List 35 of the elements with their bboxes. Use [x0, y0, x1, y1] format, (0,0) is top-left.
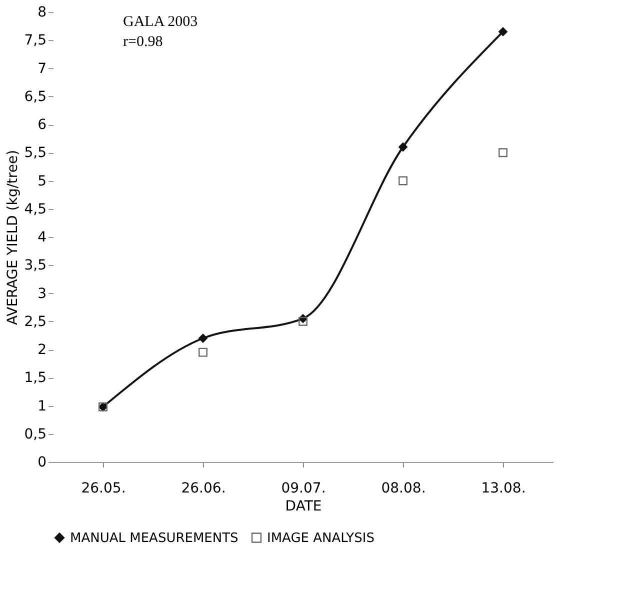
y-tick-label: 5,5: [24, 145, 46, 162]
x-tick-label: 13.08.: [481, 480, 526, 496]
y-tick-label: 5: [38, 173, 46, 190]
y-tick-label: 3,5: [24, 258, 46, 274]
y-tick-label: 0,5: [24, 426, 46, 442]
point: [198, 334, 208, 343]
y-tick-label: 0: [38, 454, 46, 470]
y-tick-label: 3: [38, 286, 46, 302]
y-tick-label: 7: [38, 60, 46, 77]
y-tick-label: 2,5: [24, 314, 46, 330]
legend-label: IMAGE ANALYSIS: [267, 530, 374, 546]
point: [498, 148, 508, 158]
x-tick-label: 26.05.: [81, 480, 126, 496]
point: [298, 316, 308, 326]
y-tick-label: 1,5: [24, 370, 46, 386]
y-tick-label: 8: [38, 4, 46, 20]
legend-label: MANUAL MEASUREMENTS: [70, 530, 238, 546]
x-tick-label: 26.06.: [181, 480, 226, 496]
y-tick-label: 4: [38, 230, 47, 246]
annotation: r=0.98: [123, 34, 163, 50]
y-tick-label: 4,5: [24, 201, 46, 218]
x-axis-title: DATE: [285, 498, 322, 514]
point: [398, 176, 408, 186]
point: [398, 142, 408, 152]
y-tick-label: 7,5: [24, 32, 46, 49]
y-tick-label: 6,5: [24, 88, 46, 105]
y-axis-title: AVERAGE YIELD (kg/tree): [5, 150, 22, 326]
y-tick-label: 1: [38, 398, 46, 414]
x-tick-label: 09.07.: [281, 480, 326, 496]
annotation: GALA 2003: [123, 14, 198, 30]
point: [198, 348, 208, 357]
y-tick-label: 6: [38, 117, 47, 133]
y-tick-label: 2: [38, 342, 46, 358]
point: [498, 27, 508, 36]
x-tick-label: 08.08.: [381, 480, 426, 496]
